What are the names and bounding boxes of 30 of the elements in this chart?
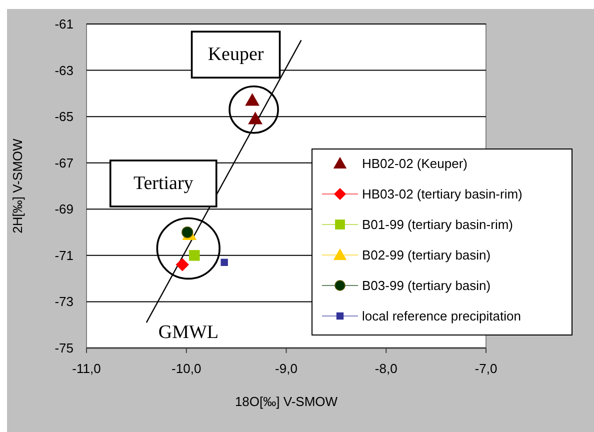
y-tick-label: -73 xyxy=(54,294,74,310)
legend-label: B02-99 (tertiary basin) xyxy=(362,248,491,262)
y-tick-label: -65 xyxy=(54,109,74,124)
point xyxy=(220,258,228,266)
annotation: Keuper xyxy=(208,44,264,66)
point xyxy=(245,93,260,106)
x-tick-label: -10,0 xyxy=(172,361,202,376)
legend-label: B03-99 (tertiary basin) xyxy=(362,278,491,293)
x-axis-title: 18O[‰] V-SMOW xyxy=(234,394,338,409)
y-axis-title: 2H[‰] V-SMOW xyxy=(10,138,25,234)
y-tick-label: -63 xyxy=(54,62,74,78)
y-tick-label: -69 xyxy=(54,202,74,217)
legend-label: B01-99 (tertiary basin-rim) xyxy=(362,217,513,232)
legend-label: HB02-02 (Keuper) xyxy=(362,156,468,171)
y-tick-label: -75 xyxy=(54,340,74,356)
x-tick-label: -7,0 xyxy=(474,361,498,376)
point xyxy=(248,112,262,124)
y-tick-label: -67 xyxy=(54,155,74,170)
point xyxy=(182,226,194,238)
annotation: GMWL xyxy=(158,322,219,344)
point xyxy=(176,258,189,272)
legend-label: HB03-02 (tertiary basin-rim) xyxy=(362,186,522,202)
x-tick-label: -11,0 xyxy=(72,361,101,376)
x-tick-label: -8,0 xyxy=(374,361,398,376)
legend-label: local reference precipitation xyxy=(362,308,521,324)
point xyxy=(188,250,200,261)
y-tick-label: -71 xyxy=(54,248,74,263)
x-tick-label: -9,0 xyxy=(275,361,298,376)
annotation: Tertiary xyxy=(133,172,194,194)
y-tick-label: -61 xyxy=(54,16,74,32)
